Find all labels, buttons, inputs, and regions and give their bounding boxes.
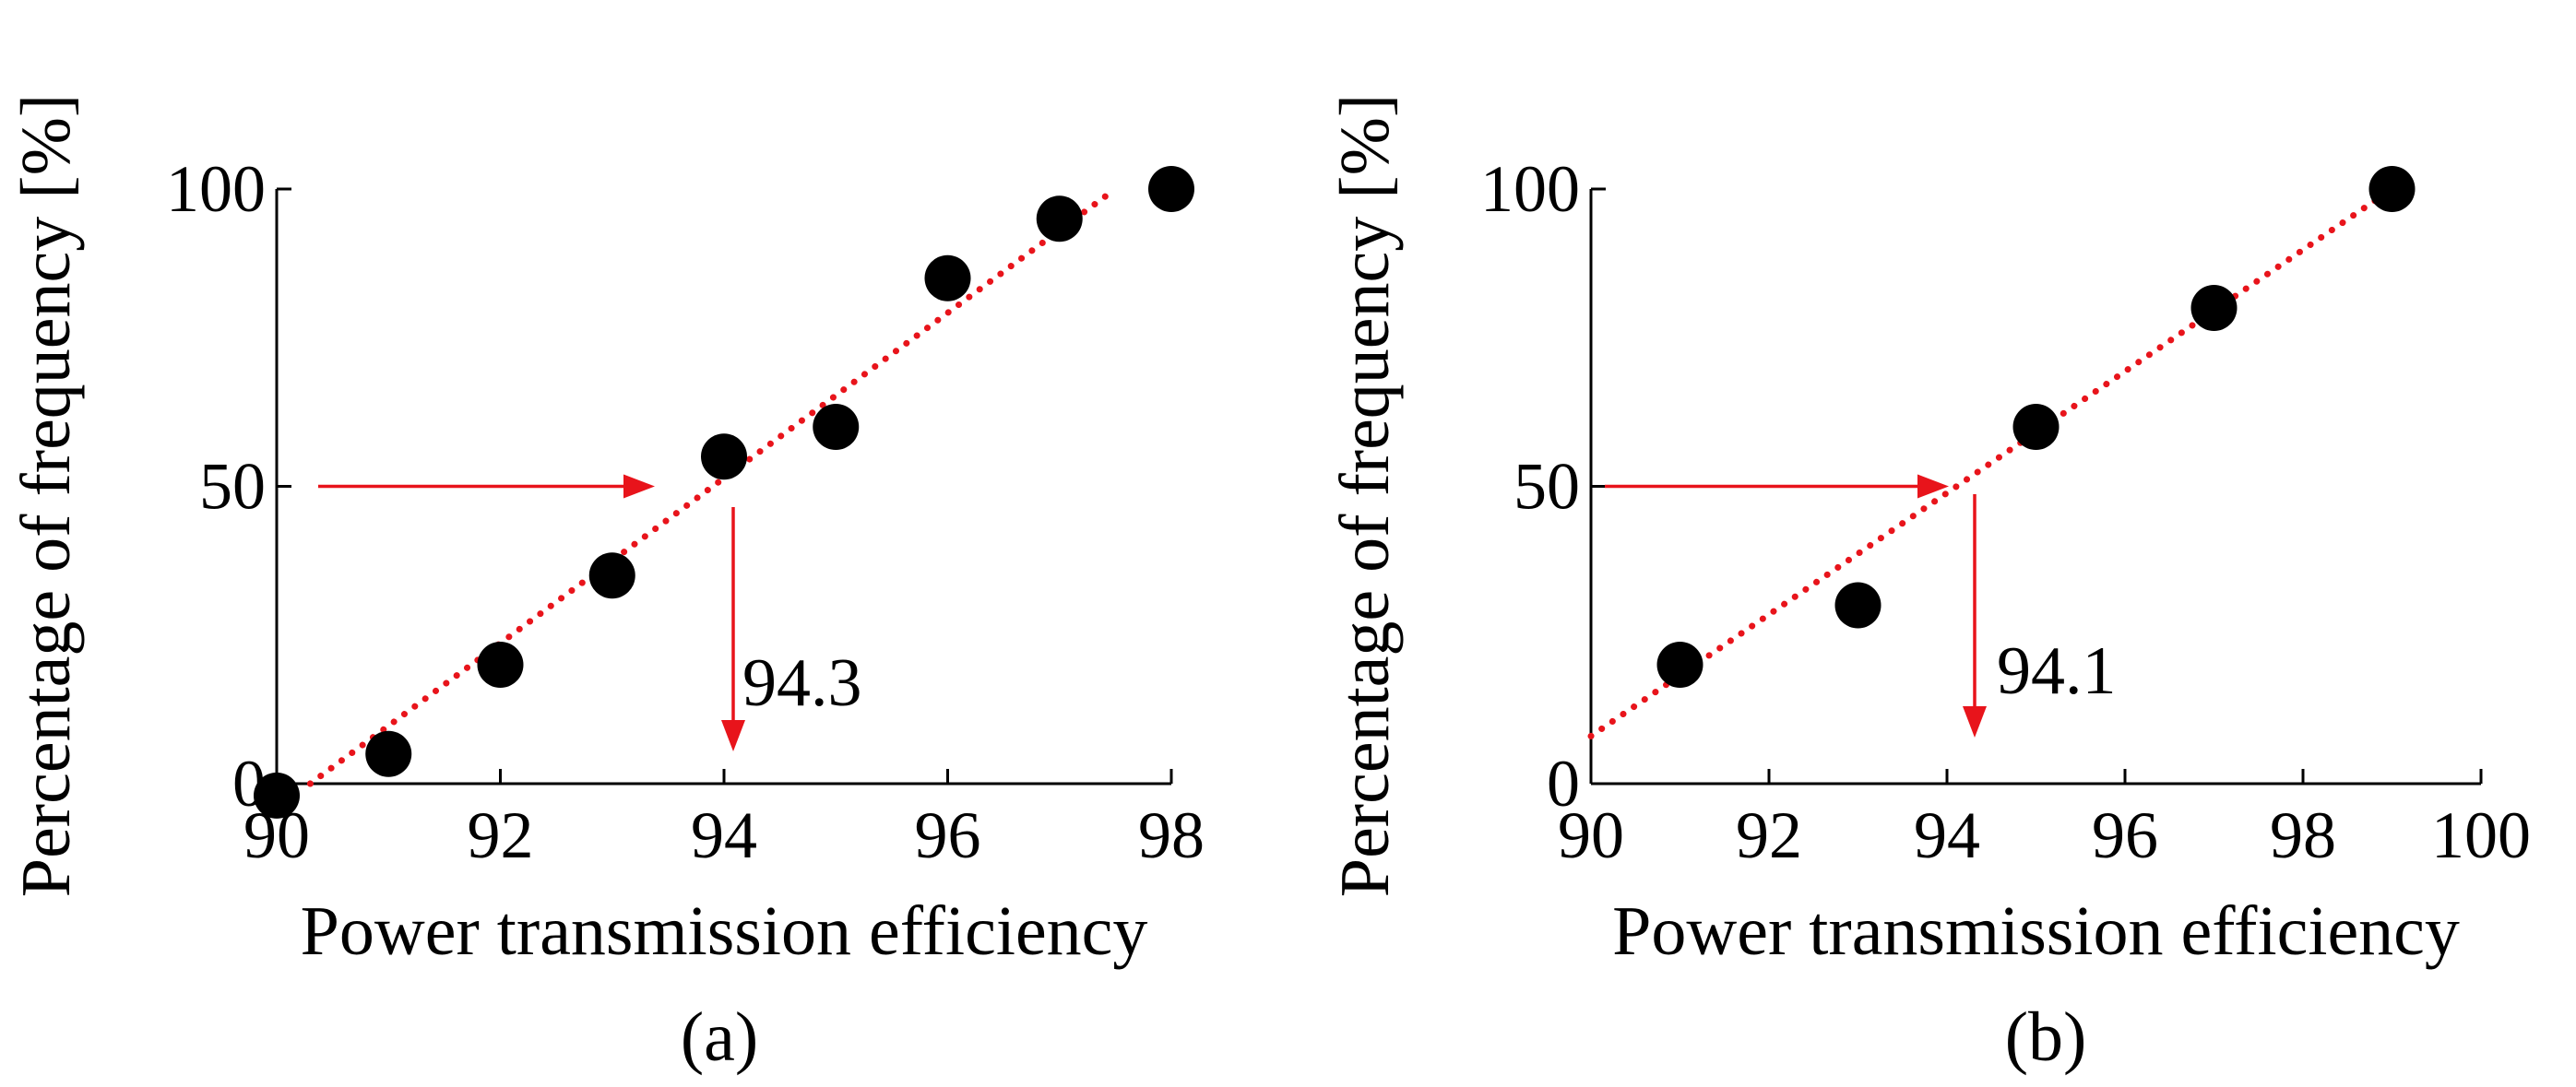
median-value-label-b: 94.1 [1997, 633, 2117, 709]
x-tick-label-b: 98 [2270, 798, 2336, 872]
x-tick-label-a: 98 [1138, 798, 1205, 872]
x-axis-label-b: Power transmission efficiency [1612, 892, 2460, 970]
x-tick-label-b: 94 [1914, 798, 1980, 872]
x-tick-label-b: 100 [2431, 798, 2531, 872]
fit-line-b [1591, 189, 2392, 736]
x-tick-label-b: 96 [2092, 798, 2158, 872]
median-arrow-horizontal-a [318, 475, 655, 499]
median-arrow-vertical-a-head [721, 720, 745, 751]
data-point-b [2013, 404, 2060, 450]
y-tick-label-a: 50 [199, 450, 266, 524]
data-point-a [1037, 195, 1083, 242]
panel-caption-b: (b) [2005, 998, 2087, 1076]
y-tick-label-b: 100 [1480, 152, 1580, 226]
data-point-b [1657, 642, 1703, 688]
y-tick-label-b: 50 [1514, 450, 1580, 524]
data-point-a [701, 433, 747, 479]
data-point-a [365, 731, 411, 777]
data-point-a [813, 404, 859, 450]
data-point-a [1148, 166, 1194, 212]
median-arrow-horizontal-b [1605, 475, 1949, 499]
data-point-a [925, 255, 971, 301]
median-value-label-a: 94.3 [742, 645, 862, 721]
data-point-a [478, 642, 524, 688]
median-arrow-vertical-b [1963, 494, 1987, 738]
x-tick-label-a: 96 [915, 798, 981, 872]
data-point-a [589, 552, 635, 598]
data-point-b [2191, 285, 2238, 331]
x-tick-label-a: 94 [691, 798, 757, 872]
data-point-b [2369, 166, 2416, 212]
y-axis-label-a: Percentage of frequency [%] [7, 94, 85, 897]
panel-caption-a: (a) [681, 998, 758, 1076]
data-point-a [254, 773, 300, 819]
x-tick-label-b: 92 [1736, 798, 1802, 872]
median-arrow-vertical-b-head [1963, 706, 1987, 738]
median-arrow-horizontal-a-head [623, 475, 655, 499]
y-tick-label-a: 100 [166, 152, 266, 226]
y-tick-label-b: 0 [1547, 747, 1580, 821]
x-tick-label-a: 92 [468, 798, 534, 872]
y-axis-label-b: Percentage of frequency [%] [1326, 94, 1404, 897]
figure: 90 92 94 96 98050100Power transmission effic… [0, 0, 2576, 1087]
x-axis-label-a: Power transmission efficiency [301, 892, 1148, 970]
data-point-b [1835, 583, 1882, 629]
